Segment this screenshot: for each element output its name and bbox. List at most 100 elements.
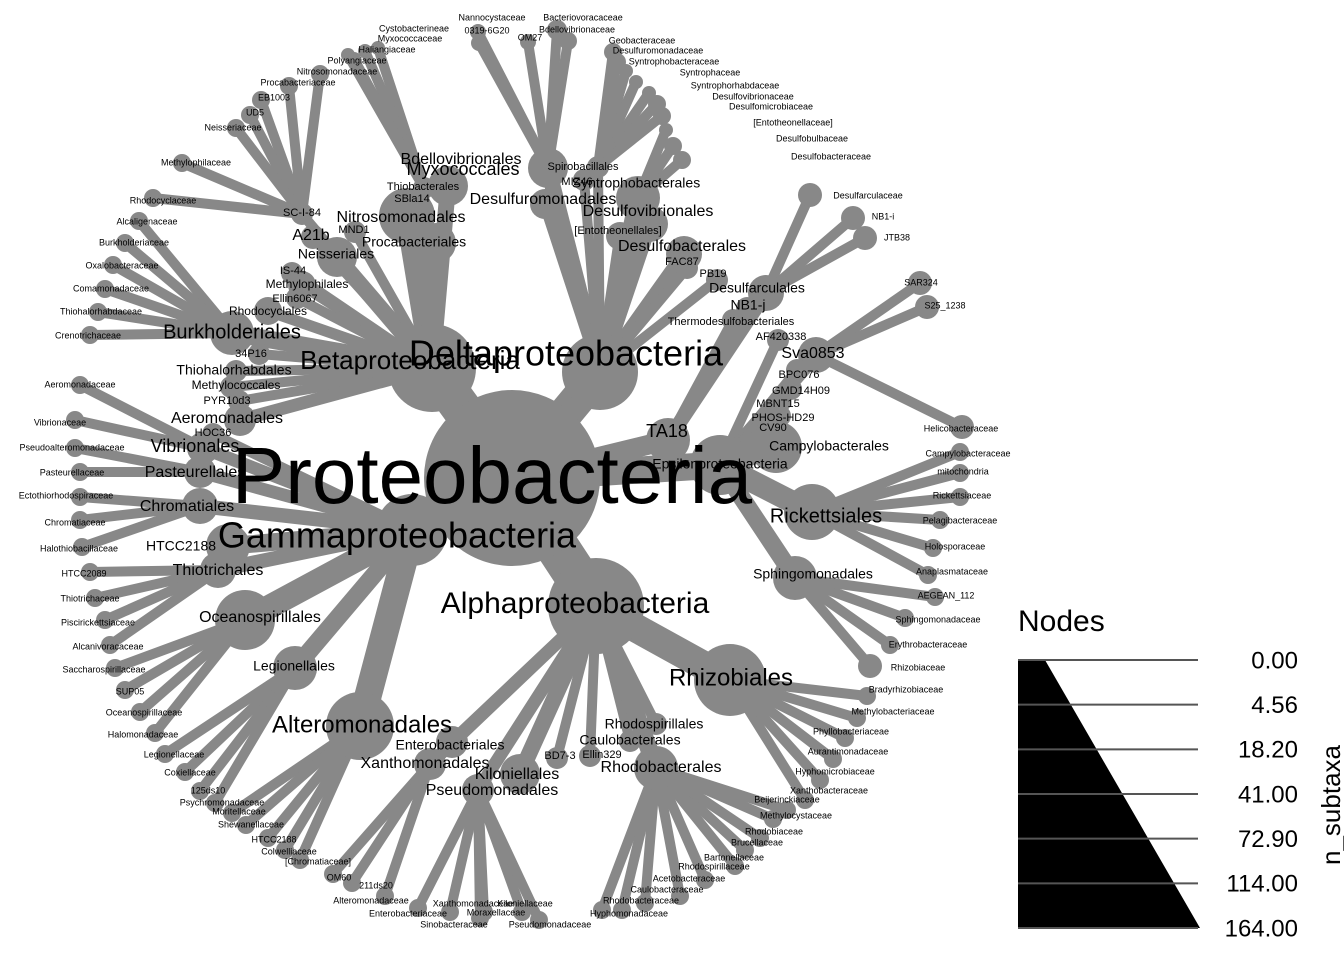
- node-family-hyphomicrobiaceae: [811, 771, 829, 789]
- node-order-burkholderiales: [210, 311, 254, 355]
- node-order-pasteurellales: [184, 456, 216, 488]
- legend-tick-label: 72.90: [1238, 826, 1298, 853]
- node-family-sar324: [908, 271, 932, 295]
- label-family-htcc2089: HTCC2089: [61, 568, 106, 578]
- edge-order-thermodesulfobacteriales: [663, 315, 738, 445]
- label-order-campylobacterales: Campylobacterales: [769, 438, 889, 454]
- edge-family-beijerinckiaceae: [651, 763, 792, 815]
- label-order-ellin329: Ellin329: [582, 749, 621, 761]
- node-family-ud5: [241, 106, 259, 124]
- label-order-phos-hd29: PHOS-HD29: [752, 412, 815, 424]
- label-family-rhodospirillaceae: Rhodospirillaceae: [678, 861, 750, 871]
- node-family-0319-6g20: [471, 35, 487, 51]
- label-family-0319-6g20: 0319-6G20: [464, 25, 509, 35]
- label-order-oceanospirillales: Oceanospirillales: [199, 609, 321, 626]
- node-family-methylophilaceae: [173, 154, 191, 172]
- label-order-hoc36: HOC36: [195, 427, 232, 439]
- label-order-burkholderiales: Burkholderiales: [163, 321, 301, 343]
- node-family-phyllobacteriaceae: [836, 729, 854, 747]
- edge-family-aegean-112: [790, 573, 940, 602]
- node-family-oxalobacteraceae: [104, 256, 122, 274]
- label-order-pseudomonadales: Pseudomonadales: [426, 782, 559, 799]
- node-order-miz46: [573, 169, 595, 191]
- label-family-aurantimonadaceae: Aurantimonadaceae: [808, 746, 889, 756]
- edge-family-methylophilaceae: [177, 158, 307, 219]
- label-family-211ds20: 211ds20: [359, 880, 393, 890]
- node-order-myxococcales: [428, 166, 468, 206]
- node-family-syntrophobacteraceae: [619, 64, 633, 78]
- tree-nodes: [66, 20, 974, 929]
- edge-family-alcanivoracaceae: [105, 565, 223, 650]
- label-family-desulfuromonadaceae: Desulfuromonadaceae: [613, 45, 704, 55]
- label-family-haliangiaceae: Haliangiaceae: [358, 44, 415, 54]
- label-family-sinobacteraceae: Sinobacteraceae: [420, 919, 488, 929]
- edge-family-s25-1238: [811, 302, 932, 360]
- edge-family-bdellovibrionaceae: [543, 36, 573, 173]
- node-order-34p16: [248, 343, 270, 365]
- label-family-alcanivoracaceae: Alcanivoracaceae: [72, 641, 143, 651]
- node-family-burkholderiaceae: [116, 234, 134, 252]
- node-family-alcaligenaceae: [130, 212, 148, 230]
- label-family-thiotrichaceae: Thiotrichaceae: [60, 593, 119, 603]
- label-order-thiohalorhabdales: Thiohalorhabdales: [176, 362, 291, 378]
- edge-family-0319-6g20: [474, 38, 553, 173]
- label-order-kiloniellales: Kiloniellales: [475, 766, 560, 783]
- edge-family-om27: [523, 37, 553, 173]
- label-order-sbla14: SBla14: [394, 193, 429, 205]
- label-family-sar324: SAR324: [904, 277, 938, 287]
- node-order-entotheonellales: [606, 222, 634, 250]
- label-order-procabacteriales: Procabacteriales: [362, 234, 466, 250]
- label-family-desulfobacteraceae: Desulfobacteraceae: [791, 151, 871, 161]
- label-root-proteobacteria: Proteobacteria: [232, 431, 753, 520]
- label-family-neisseriaceae: Neisseriaceae: [204, 122, 261, 132]
- node-family-rhizobiaceae: [858, 654, 882, 678]
- label-order-caulobacterales: Caulobacterales: [579, 732, 680, 748]
- node-family-holosporaceae: [924, 539, 942, 557]
- node-family-halomonadaceae: [146, 724, 164, 742]
- node-family-brucellaceae: [736, 841, 754, 859]
- node-order-chromatiales: [182, 488, 218, 524]
- node-family-procabacteriaceae: [280, 77, 298, 95]
- node-family-colwelliaceae: [276, 841, 294, 859]
- node-family-aeromonadaceae: [71, 376, 89, 394]
- label-order-a21b: A21b: [292, 227, 329, 244]
- node-family-chromatiaceae: [291, 851, 309, 869]
- node-order-kiloniellales: [500, 754, 540, 794]
- label-order-thiobacterales: Thiobacterales: [387, 181, 460, 193]
- label-order-rhodocyclales: Rhodocyclales: [229, 304, 307, 318]
- label-order-xanthomonadales: Xanthomonadales: [361, 755, 490, 772]
- node-family-methylobacteriaceae: [848, 709, 866, 727]
- legend-tick-label: 18.20: [1238, 737, 1298, 764]
- node-class-ta18: [646, 418, 690, 462]
- label-family-burkholderiaceae: Burkholderiaceae: [99, 237, 169, 247]
- edge-family-desulfomicrobiaceae: [593, 111, 667, 172]
- node-family-desulfomicrobiaceae: [653, 107, 671, 125]
- node-family-sup05: [116, 681, 134, 699]
- node-family-rhodobacteraceae: [593, 901, 611, 919]
- node-family-alteromonadaceae: [376, 887, 394, 905]
- node-family-om27: [520, 34, 536, 50]
- node-family-aurantimonadaceae: [824, 750, 842, 768]
- node-order-thiobacterales: [413, 177, 435, 199]
- node-order-oceanospirillales: [215, 590, 275, 650]
- node-family-hyphomonadaceae: [613, 901, 631, 919]
- node-order-alteromonadales: [326, 692, 394, 760]
- label-order-34p16: 34P16: [235, 348, 267, 360]
- label-order-sva0853: Sva0853: [781, 345, 844, 362]
- label-family-nitrosomonadaceae: Nitrosomonadaceae: [297, 66, 378, 76]
- node-order-desulfuromonadales: [530, 189, 560, 219]
- node-family-crenotrichaceae: [81, 326, 99, 344]
- node-family-htcc2089: [81, 563, 99, 581]
- node-family-anaplasmataceae: [919, 566, 937, 584]
- tree-labels: Cystobacterineae Nannocystaceae Bacteriovo…: [19, 12, 1011, 929]
- label-order-alteromonadales: Alteromonadales: [272, 711, 452, 738]
- label-family-bartonellaceae: Bartonellaceae: [704, 852, 764, 862]
- label-order-pyr10d3: PYR10d3: [203, 395, 250, 407]
- node-family-desulfobulbaceae: [664, 137, 682, 155]
- label-order-chromatiales: Chromatiales: [140, 498, 234, 515]
- label-order-desulfovibrionales: Desulfovibrionales: [583, 203, 714, 220]
- node-family-rhodospirillaceae: [696, 871, 714, 889]
- node-family-pseudoalteromonadaceae: [66, 439, 84, 457]
- node-family-pasteurellaceae: [71, 463, 89, 481]
- node-order-pb19: [706, 269, 728, 291]
